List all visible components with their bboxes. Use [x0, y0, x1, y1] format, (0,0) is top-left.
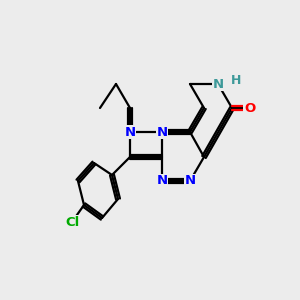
Text: O: O	[244, 101, 256, 115]
Text: H: H	[231, 74, 242, 86]
Text: N: N	[212, 77, 224, 91]
Text: N: N	[156, 175, 168, 188]
Text: Cl: Cl	[65, 215, 79, 229]
Text: N: N	[184, 175, 196, 188]
Text: N: N	[124, 125, 136, 139]
Text: N: N	[156, 125, 168, 139]
